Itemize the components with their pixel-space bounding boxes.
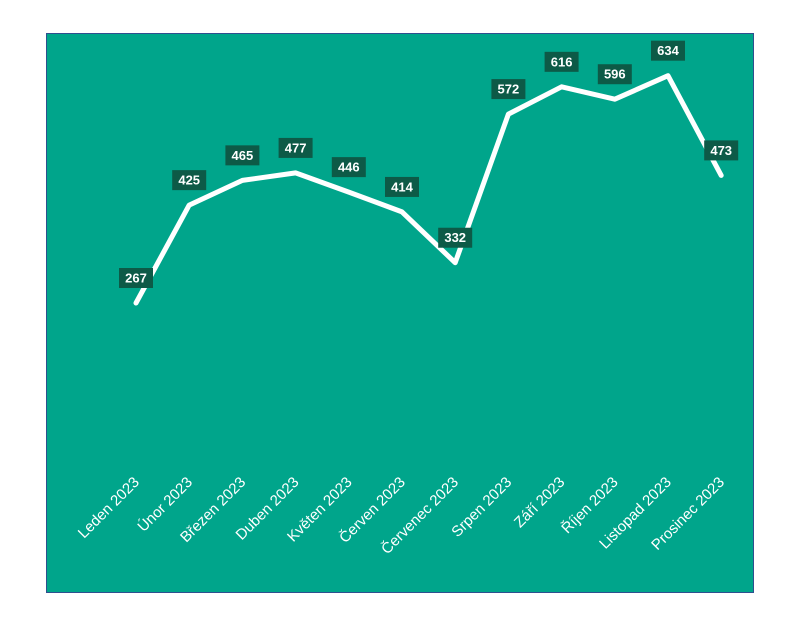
- data-label: 477: [278, 137, 313, 158]
- data-label-box: [651, 40, 685, 61]
- data-label-box: [225, 145, 260, 166]
- data-label: 596: [597, 64, 632, 85]
- drop-lines: [135, 75, 722, 474]
- data-label: 616: [544, 51, 579, 72]
- data-label-box: [331, 157, 366, 178]
- data-label: 446: [331, 157, 366, 178]
- data-label: 634: [651, 40, 685, 61]
- data-label-text: 332: [444, 230, 466, 245]
- data-label-text: 572: [498, 82, 520, 97]
- data-label-box: [544, 51, 579, 72]
- data-label-text: 414: [391, 179, 413, 194]
- data-label-box: [119, 268, 153, 288]
- data-label-box: [172, 170, 207, 191]
- data-labels: 267 425 465 477 446 414 332 572 616 596 634 473: [119, 40, 739, 288]
- plot-background: [47, 34, 753, 592]
- data-label-box: [597, 64, 632, 85]
- data-label-box: [438, 227, 473, 248]
- data-label-box: [491, 79, 526, 100]
- data-label-text: 473: [710, 143, 732, 158]
- data-label: 473: [704, 140, 739, 161]
- data-label-box: [704, 140, 739, 161]
- data-label-text: 634: [657, 43, 679, 58]
- data-label: 572: [491, 79, 526, 100]
- data-label-box: [385, 176, 419, 197]
- data-label: 425: [172, 170, 207, 191]
- data-label-text: 616: [551, 54, 573, 69]
- data-label: 267: [119, 268, 153, 288]
- data-label-text: 465: [232, 148, 254, 163]
- data-label: 465: [225, 145, 260, 166]
- series-line: [133, 73, 724, 306]
- data-label-text: 477: [285, 140, 307, 155]
- data-label-box: [278, 137, 313, 158]
- data-label-text: 446: [338, 160, 360, 175]
- data-label: 414: [385, 176, 419, 197]
- data-label: 332: [438, 227, 473, 248]
- data-label-text: 267: [125, 271, 147, 286]
- data-label-text: 425: [178, 173, 200, 188]
- chart-frame: 267 425 465 477 446 414 332 572 616 596 634 473 Led…: [46, 33, 754, 593]
- data-label-text: 596: [604, 67, 626, 82]
